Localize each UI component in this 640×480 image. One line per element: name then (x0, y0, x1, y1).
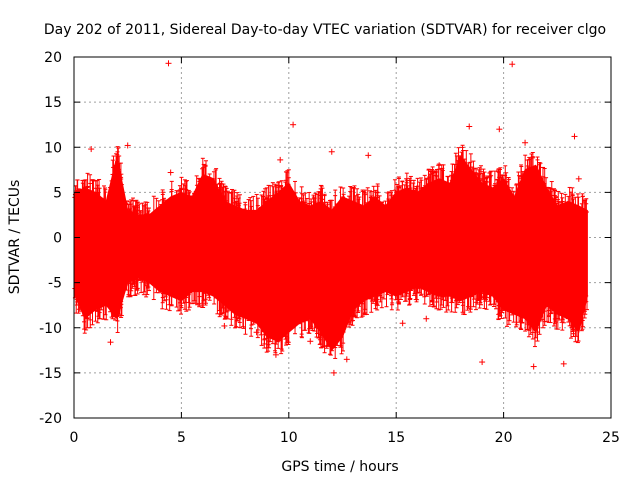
x-tick-label: 0 (70, 430, 79, 446)
outlier-point (466, 123, 473, 130)
outlier-point (307, 338, 314, 345)
data-series (72, 144, 589, 359)
outlier-point (330, 369, 337, 376)
x-axis-ticks: 0 5 10 15 20 25 (70, 57, 620, 446)
y-tick-label: 0 (53, 231, 62, 247)
outlier-point (253, 329, 260, 336)
outlier-point (571, 133, 578, 140)
y-tick-label: -20 (39, 411, 62, 427)
outlier-point (530, 363, 537, 370)
outlier-point (277, 156, 284, 163)
outlier-point (88, 146, 95, 153)
outlier-point (365, 152, 372, 159)
outlier-point (509, 61, 516, 68)
outlier-point (560, 360, 567, 367)
x-axis-label: GPS time / hours (281, 459, 398, 475)
x-tick-label: 25 (602, 430, 620, 446)
x-tick-label: 10 (280, 430, 298, 446)
y-tick-label: 10 (44, 140, 62, 156)
outlier-markers (88, 60, 582, 376)
outlier-point (290, 121, 297, 128)
y-tick-label: 20 (44, 50, 62, 66)
outlier-point (221, 322, 228, 329)
x-tick-label: 15 (387, 430, 405, 446)
outlier-point (575, 175, 582, 182)
outlier-point (479, 359, 486, 366)
y-tick-label: 15 (44, 95, 62, 111)
outlier-point (423, 315, 430, 322)
outlier-point (399, 320, 406, 327)
x-tick-label: 20 (495, 430, 513, 446)
outlier-point (522, 139, 529, 146)
outlier-point (328, 148, 335, 155)
y-tick-label: -5 (48, 276, 62, 292)
y-tick-label: -15 (39, 366, 62, 382)
outlier-point (436, 162, 443, 169)
y-axis-ticks: -20 -15 -10 -5 0 5 10 15 20 (39, 50, 611, 427)
chart-title: Day 202 of 2011, Sidereal Day-to-day VTE… (44, 22, 606, 38)
outlier-point (165, 60, 172, 67)
y-tick-label: 5 (53, 185, 62, 201)
outlier-point (167, 169, 174, 176)
outlier-point (107, 339, 114, 346)
outlier-point (496, 126, 503, 133)
y-axis-label: SDTVAR / TECUs (7, 180, 23, 295)
x-tick-label: 5 (177, 430, 186, 446)
outlier-point (124, 142, 131, 149)
outlier-point (272, 351, 279, 358)
y-tick-label: -10 (39, 321, 62, 337)
outlier-point (343, 356, 350, 363)
